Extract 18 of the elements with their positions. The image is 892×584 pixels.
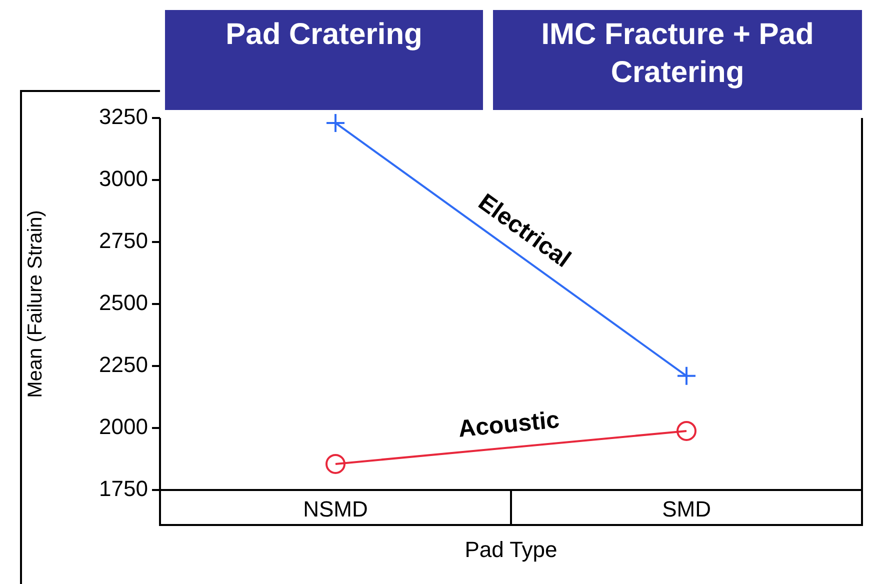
x-tick-label: SMD [662,496,711,522]
y-axis-title: Mean (Failure Strain) [24,210,47,398]
y-tick-label: 3000 [99,166,148,192]
point [676,366,696,386]
point [326,112,346,133]
y-tick-label: 2750 [99,228,148,254]
x-tick-label: NSMD [303,496,368,522]
text: IMC Fracture + Pad Cratering [493,10,862,110]
text: Pad Cratering [165,10,483,110]
y-tick-label: 2500 [99,290,148,316]
point [676,420,696,441]
y-tick-label: 2250 [99,352,148,378]
x-axis-title: Pad Type [464,536,558,562]
y-tick-label: 3250 [99,104,148,130]
point [326,454,346,474]
text: Acoustic [457,406,561,443]
y-tick-label: 2000 [99,414,148,440]
y-tick-label: 1750 [99,476,148,502]
